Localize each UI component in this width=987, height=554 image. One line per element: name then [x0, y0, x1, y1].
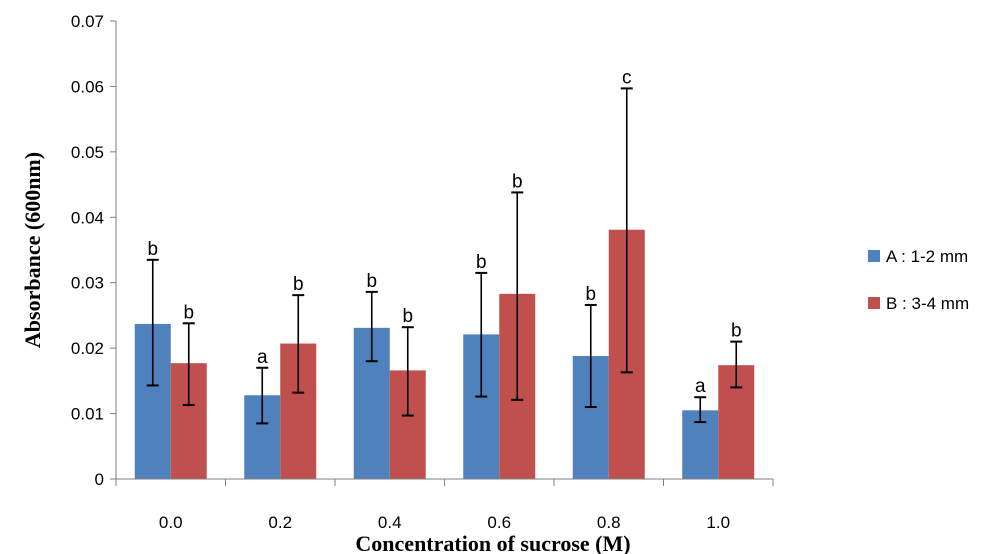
y-tick-label: 0.06: [71, 77, 104, 96]
y-tick-label: 0.05: [71, 143, 104, 162]
x-tick-label: 0.4: [378, 513, 402, 532]
significance-label: b: [293, 274, 304, 295]
y-tick-label: 0.01: [71, 405, 104, 424]
y-axis-title: Absorbance (600nm): [20, 152, 45, 348]
x-tick-label: 0.6: [487, 513, 511, 532]
significance-label: b: [147, 239, 158, 260]
x-tick-label: 0.0: [159, 513, 183, 532]
y-tick-label: 0.07: [71, 12, 104, 31]
y-tick-label: 0.03: [71, 274, 104, 293]
x-tick-label: 1.0: [706, 513, 730, 532]
significance-label: a: [695, 376, 706, 397]
legend: A : 1-2 mm B : 3-4 mm: [868, 247, 969, 313]
x-tick-label: 0.8: [597, 513, 621, 532]
significance-label: b: [476, 252, 487, 273]
plot-area: b a b b b a b b b b c b: [134, 67, 755, 479]
y-tick-label: 0.02: [71, 339, 104, 358]
y-tick-label: 0.04: [71, 208, 104, 227]
significance-label: b: [183, 302, 194, 323]
significance-label: a: [257, 347, 268, 368]
axes: 0 0.01 0.02 0.03 0.04 0.05 0.06 0.07 0.0 0.2 0.4 0.…: [71, 12, 774, 532]
significance-label: b: [366, 271, 377, 292]
legend-swatch: [868, 250, 880, 262]
legend-swatch: [868, 297, 880, 309]
significance-label: c: [622, 67, 632, 88]
x-axis-title: Concentration of sucrose (M): [355, 531, 630, 554]
y-tick-label: 0: [95, 470, 104, 489]
significance-label: b: [402, 306, 413, 327]
legend-label: B : 3-4 mm: [886, 294, 969, 313]
legend-label: A : 1-2 mm: [886, 247, 968, 266]
significance-label: b: [512, 171, 523, 192]
significance-label: b: [731, 321, 742, 342]
significance-label: b: [585, 284, 596, 305]
x-tick-label: 0.2: [268, 513, 292, 532]
